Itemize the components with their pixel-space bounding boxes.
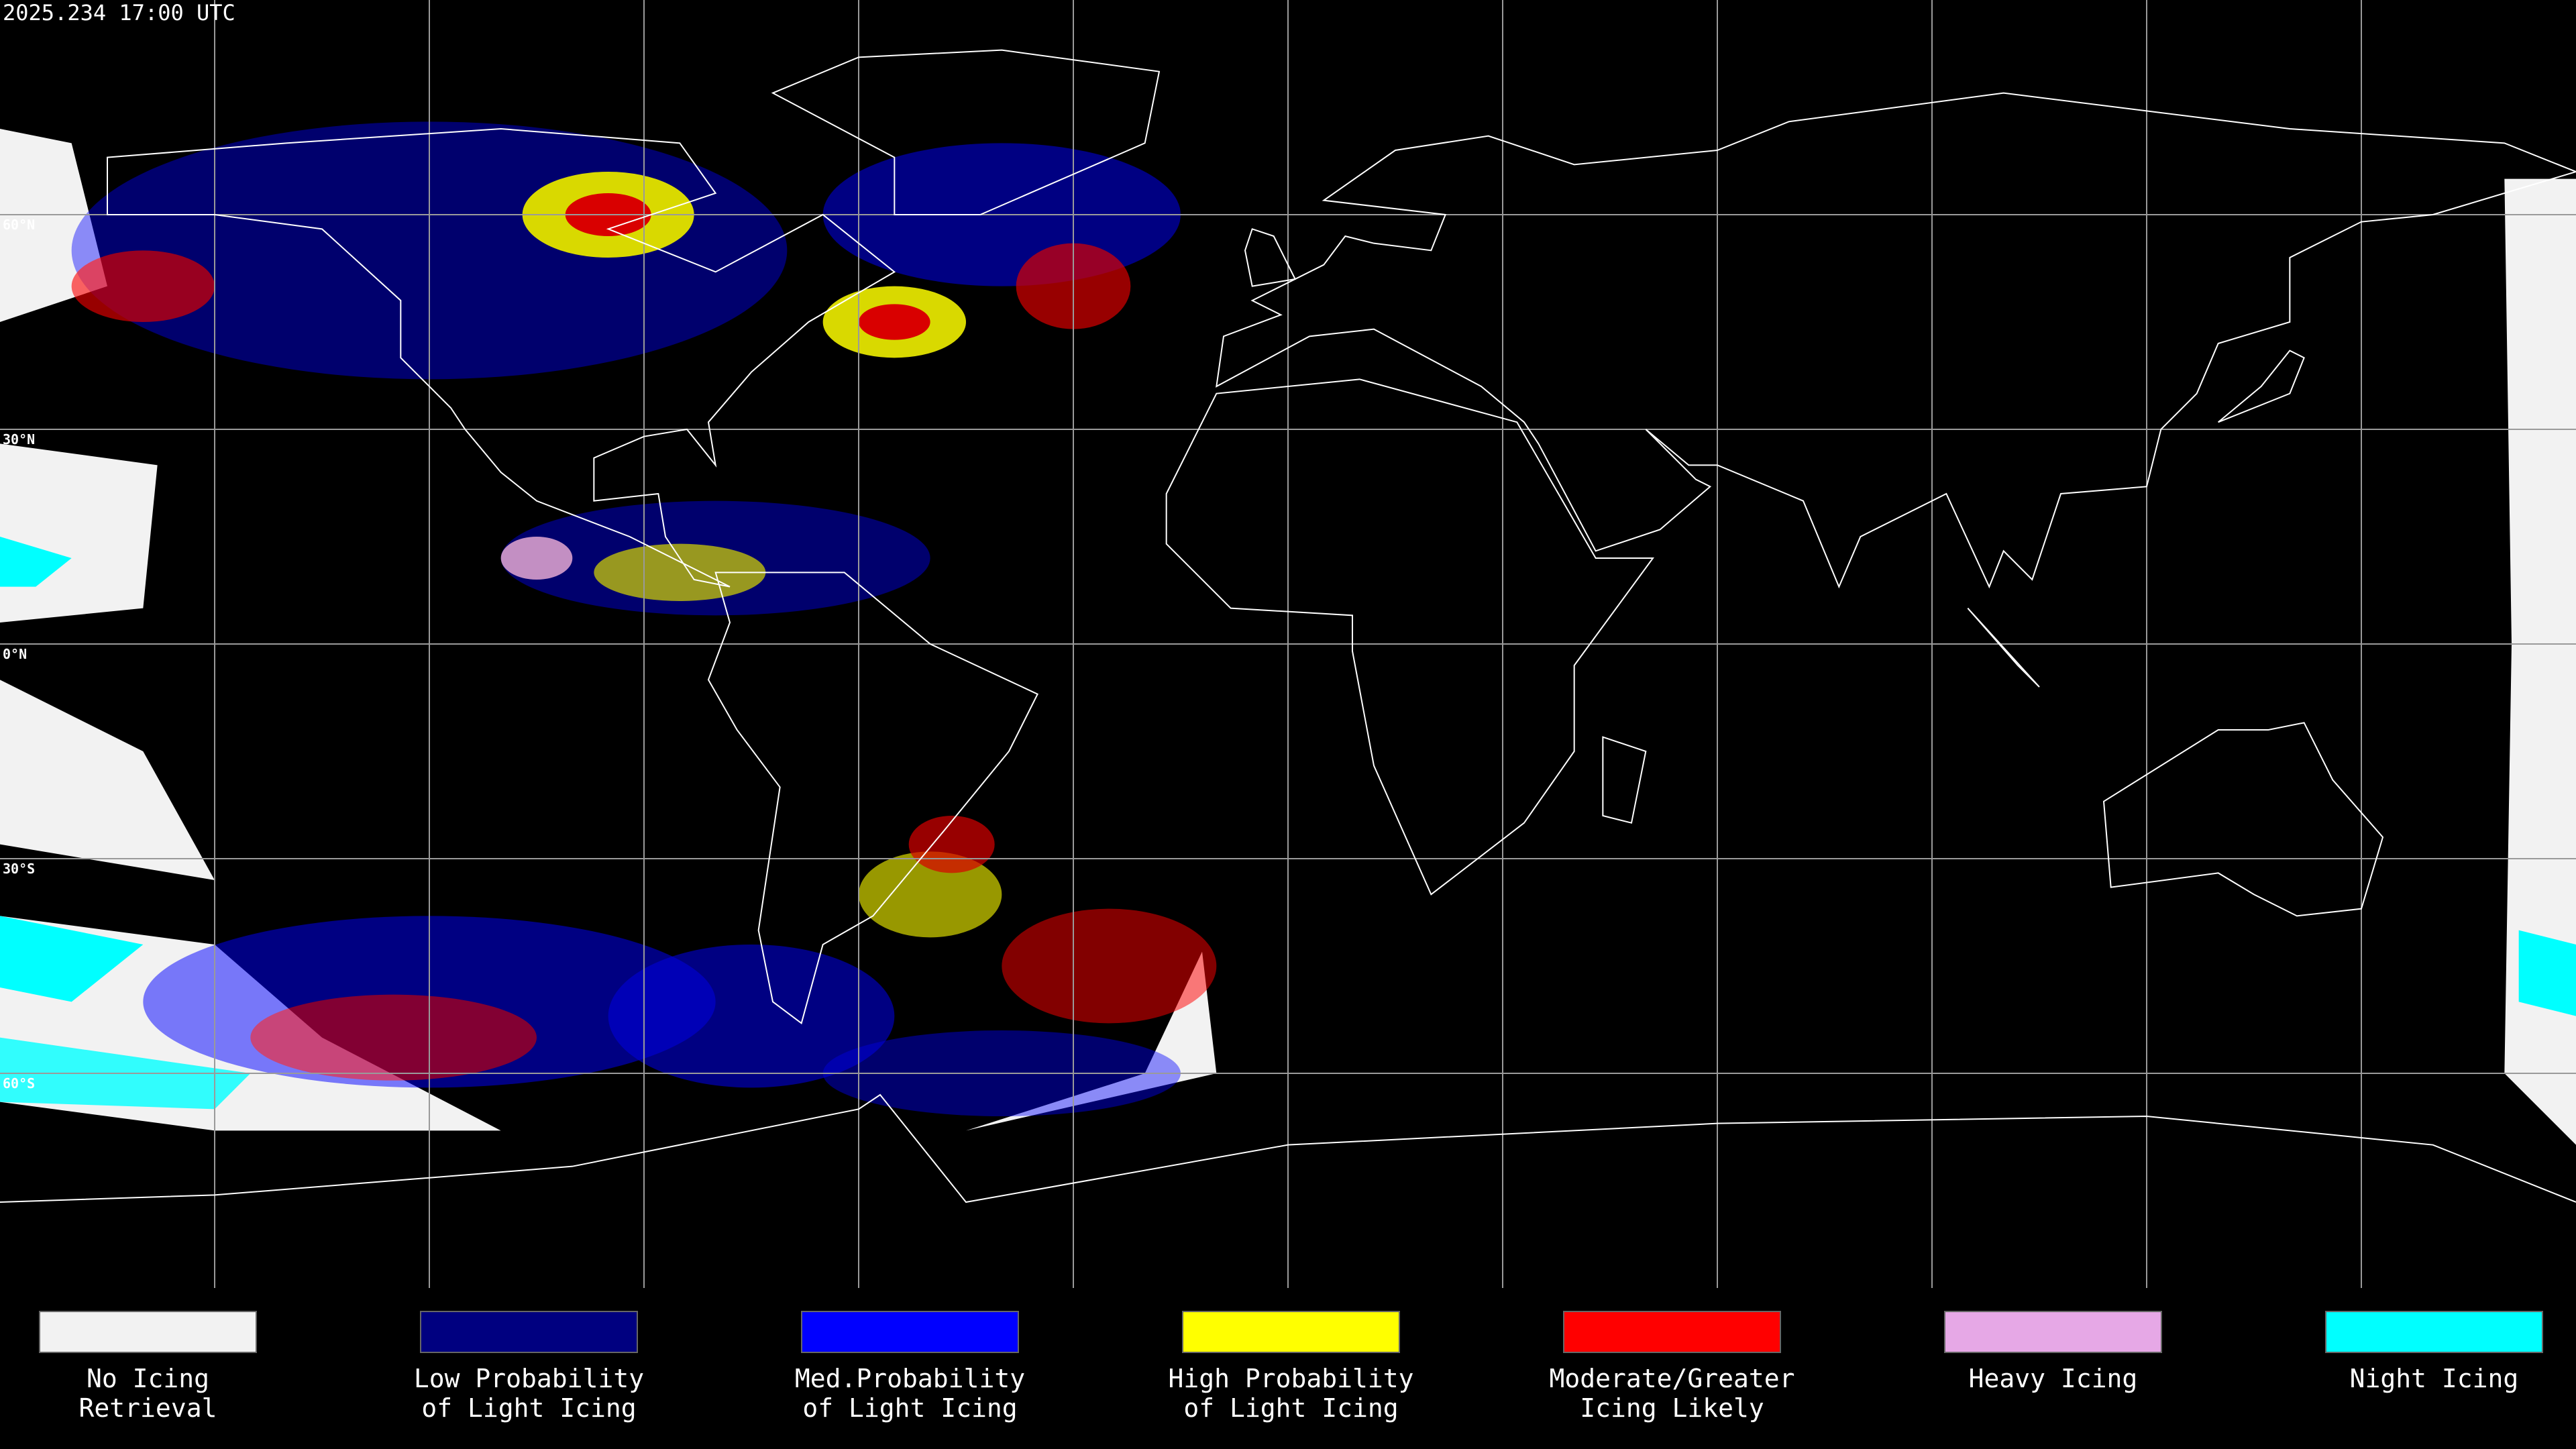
legend-swatch — [420, 1311, 638, 1353]
legend-swatch — [1563, 1311, 1781, 1353]
legend-label: Moderate/Greater — [1549, 1364, 1794, 1393]
legend-swatch — [39, 1311, 257, 1353]
graticule — [0, 0, 2576, 1288]
legend-label: High Probability — [1168, 1364, 1413, 1393]
legend-label: Icing Likely — [1580, 1393, 1764, 1423]
latitude-label: 0°N — [3, 646, 27, 662]
legend-label: No Icing — [87, 1364, 209, 1393]
legend-label: of Light Icing — [1183, 1393, 1398, 1423]
latitude-label: 60°N — [3, 217, 35, 233]
latitude-label: 30°N — [3, 431, 35, 447]
latitude-label: 30°S — [3, 861, 35, 877]
legend-swatch — [1182, 1311, 1400, 1353]
latitude-label: 60°S — [3, 1075, 35, 1091]
coastlines — [0, 50, 2576, 1202]
latitude-labels: 60°N 30°N 0°N 30°S 60°S — [3, 217, 35, 1091]
legend-label: Low Probability — [414, 1364, 644, 1393]
legend-label: Med.Probability — [795, 1364, 1025, 1393]
timestamp: 2025.234 17:00 UTC — [3, 0, 235, 25]
legend-label: of Light Icing — [802, 1393, 1017, 1423]
legend-label: Retrieval — [79, 1393, 217, 1423]
legend-label: Night Icing — [2350, 1364, 2519, 1393]
map — [0, 0, 2576, 1288]
legend-swatch — [801, 1311, 1019, 1353]
legend-label: of Light Icing — [421, 1393, 636, 1423]
legend-swatch — [2325, 1311, 2543, 1353]
legend-label: Heavy Icing — [1969, 1364, 2138, 1393]
legend-swatch — [1944, 1311, 2162, 1353]
